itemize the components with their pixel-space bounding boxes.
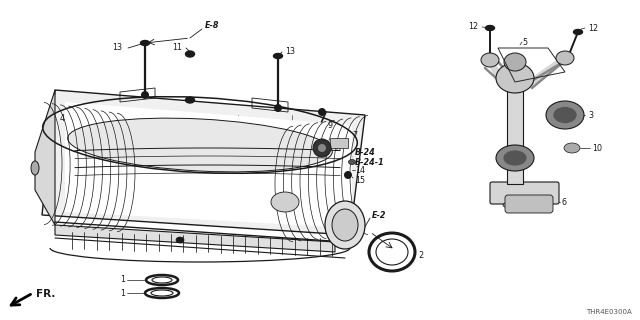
Text: 3: 3 [497,154,502,163]
Text: 12: 12 [468,21,478,30]
Text: 15: 15 [355,175,365,185]
Text: 9: 9 [328,121,333,130]
Ellipse shape [68,118,332,172]
Text: 10: 10 [592,143,602,153]
Text: 6: 6 [562,197,567,206]
Ellipse shape [564,143,580,153]
Ellipse shape [186,51,195,57]
Ellipse shape [271,192,299,212]
Circle shape [141,91,149,99]
Circle shape [318,108,326,116]
Polygon shape [330,138,348,148]
Text: 1: 1 [120,276,125,284]
Text: THR4E0300A: THR4E0300A [586,309,632,315]
Text: 14: 14 [355,165,365,174]
Text: 11: 11 [172,44,182,52]
Ellipse shape [553,107,577,124]
Ellipse shape [332,209,358,241]
Ellipse shape [573,29,582,35]
Text: FR.: FR. [36,289,56,299]
Text: 2: 2 [418,251,423,260]
Ellipse shape [496,145,534,171]
Polygon shape [42,90,365,235]
Ellipse shape [504,53,526,71]
Ellipse shape [486,26,495,30]
Ellipse shape [503,200,545,210]
Text: 1: 1 [120,289,125,298]
Ellipse shape [556,51,574,65]
Text: E-2: E-2 [372,211,387,220]
Polygon shape [507,88,523,184]
Text: E-8: E-8 [205,20,220,29]
Ellipse shape [273,53,282,59]
Ellipse shape [349,159,355,164]
Ellipse shape [141,41,150,45]
FancyBboxPatch shape [490,182,559,204]
Ellipse shape [176,237,184,243]
Circle shape [318,144,326,152]
Ellipse shape [325,201,365,249]
Text: 3: 3 [588,110,593,119]
Text: 13: 13 [285,47,295,57]
Text: 5: 5 [522,37,527,46]
Ellipse shape [186,97,195,103]
Polygon shape [35,90,55,225]
FancyBboxPatch shape [505,195,553,213]
Text: 13: 13 [112,44,122,52]
Circle shape [274,104,282,112]
Text: 8: 8 [336,143,341,153]
Text: 12: 12 [588,23,598,33]
Ellipse shape [503,150,527,166]
Text: B-24-1: B-24-1 [355,157,385,166]
Circle shape [313,139,331,157]
Polygon shape [65,102,352,228]
Text: 7: 7 [352,131,357,140]
Text: B-24: B-24 [355,148,376,156]
Ellipse shape [546,101,584,129]
Circle shape [344,171,352,179]
Text: 4: 4 [60,114,65,123]
Ellipse shape [496,63,534,93]
Ellipse shape [31,161,39,175]
Ellipse shape [481,53,499,67]
Polygon shape [55,225,335,252]
